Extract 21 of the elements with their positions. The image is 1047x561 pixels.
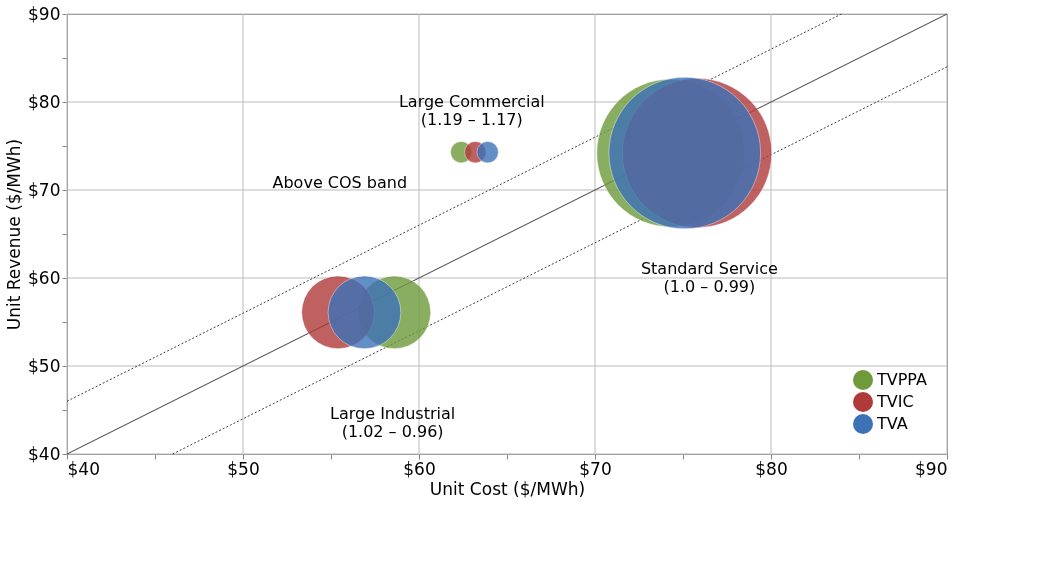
annotation: Large Industrial (1.02 – 0.96) — [330, 404, 456, 442]
y-tick-label: $80 — [28, 91, 61, 112]
x-tick-label: $80 — [755, 458, 788, 479]
x-tick-label: $70 — [579, 458, 612, 479]
y-tick-label: $60 — [28, 267, 61, 288]
x-tick-label: $50 — [227, 458, 260, 479]
y-tick-label: $70 — [28, 179, 61, 200]
y-axis-title: Unit Revenue ($/MWh) — [4, 138, 25, 331]
legend-label: TVPPA — [876, 370, 927, 389]
annotation: Above COS band — [272, 173, 408, 193]
legend-label: TVIC — [876, 392, 914, 411]
annotation: Large Commercial (1.19 – 1.17) — [398, 92, 545, 129]
y-tick-label: $50 — [28, 355, 61, 376]
x-tick-label: $40 — [67, 458, 100, 479]
x-axis-title: Unit Cost ($/MWh) — [429, 478, 586, 499]
y-tick-label: $40 — [28, 443, 61, 464]
x-tick-label: $60 — [403, 458, 436, 479]
y-tick-label: $90 — [28, 3, 61, 24]
legend-label: TVA — [876, 414, 908, 433]
annotation: Standard Service (1.0 – 0.99) — [640, 259, 778, 297]
x-tick-label: $90 — [915, 458, 948, 479]
